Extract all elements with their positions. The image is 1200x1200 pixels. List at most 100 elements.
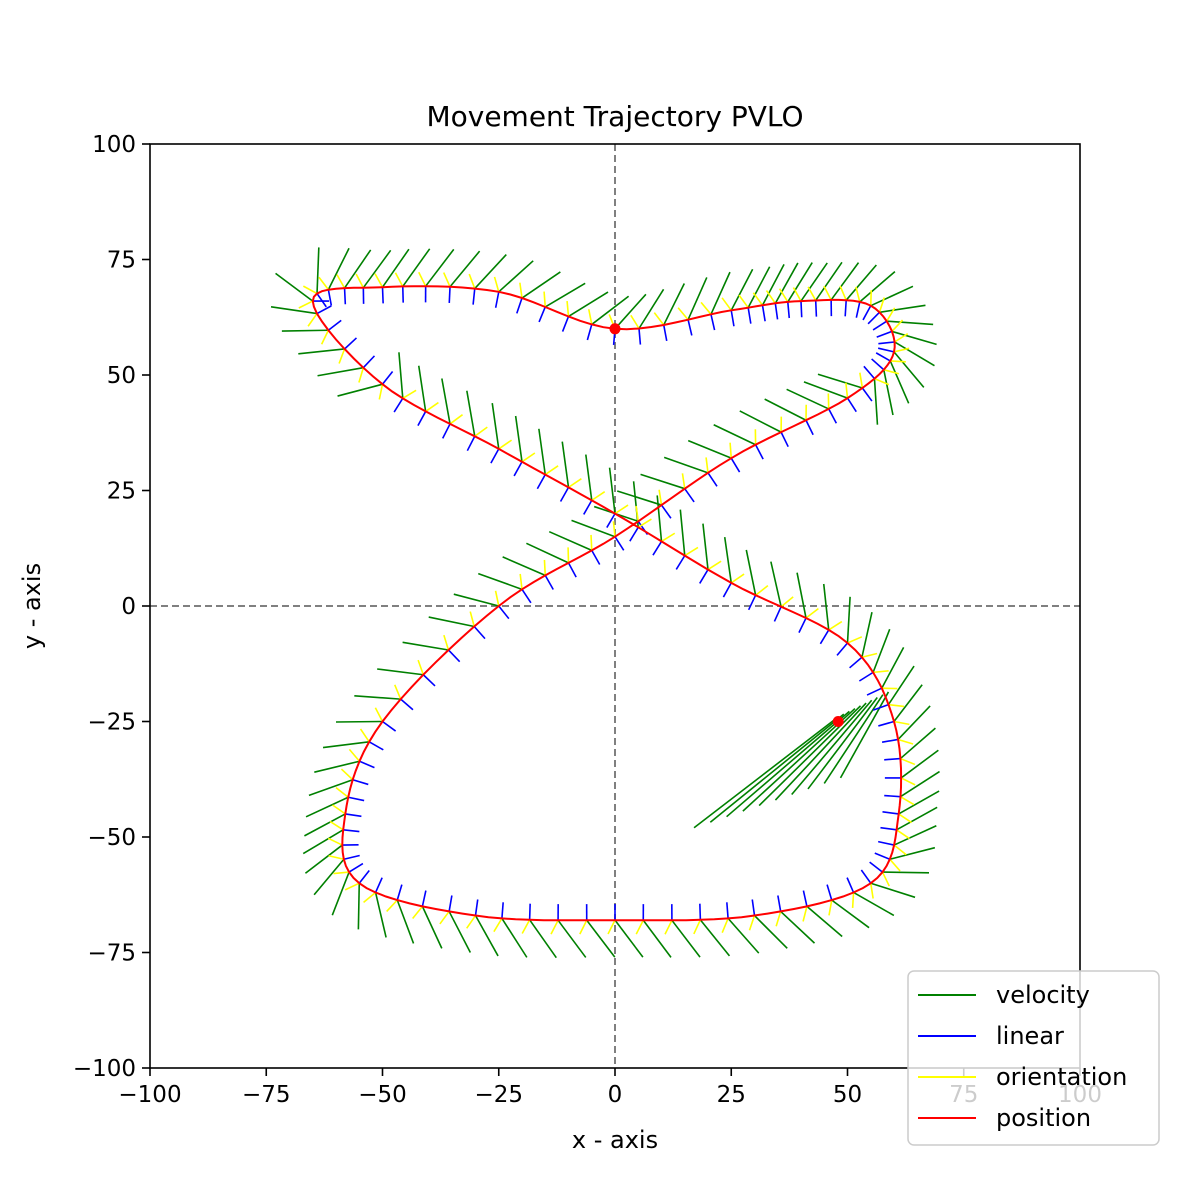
- orientation-vector: [893, 720, 910, 726]
- orientation-vector: [828, 899, 833, 916]
- linear-vector: [863, 365, 876, 380]
- orientation-vector: [425, 401, 439, 413]
- linear-vector: [882, 811, 899, 815]
- orientation-vector: [893, 347, 910, 353]
- velocity-vector: [886, 320, 934, 326]
- velocity-vector: [616, 490, 662, 506]
- linear-vector: [583, 499, 593, 515]
- orientation-vector: [550, 919, 559, 935]
- linear-vector: [561, 316, 570, 332]
- velocity-vector: [417, 365, 427, 412]
- linear-vector: [513, 461, 523, 477]
- linear-vector: [448, 286, 451, 303]
- linear-vector: [802, 890, 808, 907]
- linear-vector: [874, 852, 891, 860]
- orientation-vector: [869, 883, 874, 899]
- linear-vector: [381, 371, 394, 385]
- velocity-vector: [846, 596, 851, 644]
- orientation-vector: [778, 288, 789, 303]
- orientation-vector: [900, 777, 916, 786]
- orientation-vector: [677, 307, 689, 321]
- velocity-vector: [377, 668, 424, 676]
- velocity-vector: [727, 917, 760, 954]
- velocity-vector: [571, 519, 616, 538]
- orientation-series: [298, 271, 916, 935]
- velocity-series: [270, 247, 940, 959]
- velocity-vector: [298, 348, 345, 355]
- linear-vector: [722, 582, 732, 598]
- linear-vector: [447, 649, 461, 663]
- orientation-vector: [412, 905, 424, 919]
- velocity-vector: [663, 456, 709, 474]
- linear-vector: [327, 289, 333, 306]
- velocity-vector: [861, 611, 873, 658]
- x-tick-label: 25: [717, 1082, 746, 1108]
- y-tick-label: 25: [107, 479, 136, 505]
- velocity-vector: [898, 790, 940, 815]
- velocity-vector: [753, 914, 788, 949]
- velocity-vector: [893, 684, 923, 722]
- orientation-vector: [893, 844, 907, 856]
- linear-vector: [358, 869, 370, 884]
- orientation-vector: [449, 414, 464, 425]
- orientation-vector: [386, 899, 398, 913]
- velocity-vector: [354, 695, 401, 700]
- orientation-vector: [873, 670, 889, 674]
- velocity-vector: [726, 710, 850, 818]
- orientation-vector: [402, 389, 417, 400]
- linear-vector: [877, 347, 895, 353]
- velocity-vector: [428, 616, 475, 628]
- velocity-vector: [853, 891, 895, 917]
- velocity-vector: [780, 910, 816, 944]
- legend-label-velocity: velocity: [996, 981, 1090, 1009]
- orientation-vector: [635, 505, 640, 522]
- velocity-vector: [800, 262, 828, 302]
- orientation-vector: [355, 273, 365, 289]
- linear-vector: [867, 311, 881, 325]
- linear-vector: [884, 757, 901, 761]
- velocity-vector: [815, 261, 843, 301]
- linear-vector: [316, 293, 327, 308]
- position-series: [311, 285, 903, 922]
- orientation-vector: [494, 590, 500, 607]
- linear-vector: [343, 829, 360, 833]
- linear-vector: [348, 862, 364, 873]
- orientation-vector: [418, 271, 427, 287]
- position-marker: [832, 716, 844, 727]
- velocity-vector: [873, 378, 879, 425]
- linear-vector: [675, 555, 686, 570]
- velocity-vector: [713, 424, 756, 446]
- orientation-vector: [792, 287, 802, 302]
- orientation-vector: [661, 532, 676, 543]
- linear-vector: [472, 288, 476, 305]
- y-axis-ticks: −100 −75 −50 −25 0 25 50 75 100: [73, 132, 150, 1082]
- linear-vector: [382, 720, 397, 732]
- orientation-vector: [493, 917, 503, 933]
- velocity-vector: [739, 410, 782, 433]
- orientation-vector: [417, 659, 425, 676]
- velocity-vector: [402, 641, 449, 651]
- legend-entries: velocity linear orientation position: [918, 981, 1127, 1132]
- velocity-vector: [831, 899, 870, 929]
- velocity-vector: [899, 727, 936, 760]
- legend: velocity linear orientation position: [907, 970, 1160, 1146]
- linear-vector: [699, 903, 702, 920]
- velocity-vector: [453, 593, 499, 607]
- y-tick-label: 100: [92, 132, 136, 158]
- velocity-vector: [491, 403, 500, 450]
- velocity-vector: [770, 561, 782, 607]
- orientation-vector: [519, 282, 523, 299]
- linear-vector: [798, 617, 807, 633]
- orientation-vector: [721, 297, 732, 311]
- velocity-vector: [308, 778, 353, 797]
- linear-vector: [352, 778, 369, 786]
- orientation-vector: [900, 757, 916, 766]
- linear-vector: [710, 314, 716, 331]
- linear-vector: [606, 513, 616, 528]
- velocity-vector: [302, 829, 344, 855]
- orientation-vector: [729, 442, 733, 459]
- orientation-vector: [363, 891, 377, 903]
- y-tick-label: 50: [107, 363, 136, 389]
- linear-vector: [662, 324, 668, 341]
- velocity-vector: [882, 369, 894, 416]
